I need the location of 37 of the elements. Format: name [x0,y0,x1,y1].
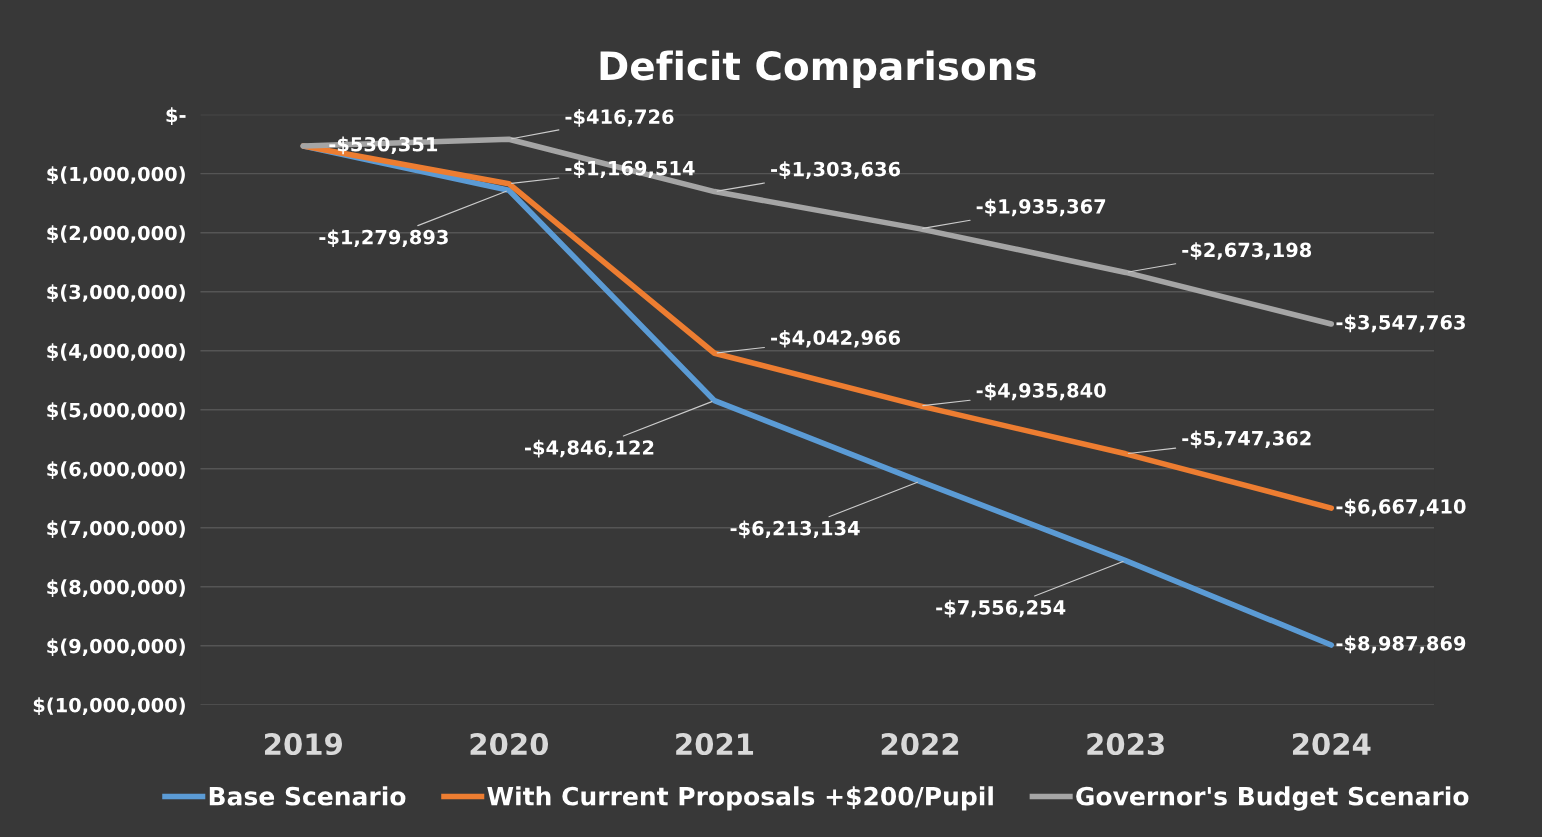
data-label: -$6,667,410 [1336,498,1466,517]
data-label: -$4,042,966 [771,329,901,348]
x-tick-label: 2019 [264,733,342,756]
data-label: -$1,303,636 [771,161,901,179]
y-tick-label: $(9,000,000) [47,638,185,656]
chart-title: Deficit Comparisons [600,50,1036,89]
data-label: -$1,169,514 [565,160,695,179]
y-tick-label: $(7,000,000) [47,520,185,538]
y-tick-label: $(6,000,000) [47,461,185,479]
data-label: -$3,547,763 [1336,314,1465,333]
x-tick-label: 2023 [1087,733,1164,756]
y-tick-label: $(5,000,000) [47,402,185,420]
y-tick-label: $(1,000,000) [47,166,185,184]
data-label: -$1,935,367 [976,198,1106,217]
y-tick-label: $(3,000,000) [47,284,185,302]
x-tick-label: 2022 [881,733,959,756]
data-label: -$7,556,254 [936,599,1066,618]
y-tick-label: $(2,000,000) [47,225,185,243]
data-label: -$530,351 [329,136,438,155]
data-label: -$8,987,869 [1336,635,1466,654]
data-label: -$2,673,198 [1182,242,1312,260]
data-label: -$4,846,122 [524,439,654,458]
x-tick-label: 2024 [1292,733,1371,756]
legend-label: Governor's Budget Scenario [1076,786,1469,811]
y-tick-label: $- [166,107,186,125]
y-tick-label: $(10,000,000) [33,697,185,715]
data-label: -$1,279,893 [319,229,448,248]
data-label: -$5,747,362 [1182,430,1311,449]
data-label: -$6,213,134 [730,520,860,539]
x-tick-label: 2021 [676,733,754,756]
legend-label: With Current Proposals +$200/Pupil [487,786,993,811]
legend-label: Base Scenario [209,786,406,806]
data-label: -$416,726 [565,109,674,127]
y-tick-label: $(4,000,000) [47,343,185,361]
data-label: -$4,935,840 [976,382,1106,401]
y-tick-label: $(8,000,000) [47,579,185,597]
x-tick-label: 2020 [470,733,549,756]
